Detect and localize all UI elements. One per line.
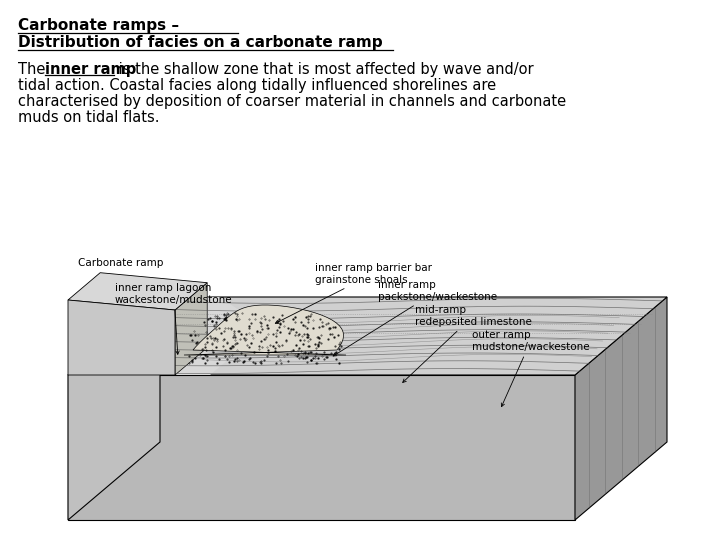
Text: tidal action. Coastal facies along tidally influenced shorelines are: tidal action. Coastal facies along tidal… <box>18 78 496 93</box>
Text: mid-ramp
redeposited limestone: mid-ramp redeposited limestone <box>402 305 532 382</box>
Text: characterised by deposition of coarser material in channels and carbonate: characterised by deposition of coarser m… <box>18 94 566 109</box>
Polygon shape <box>175 283 207 375</box>
Polygon shape <box>68 297 160 520</box>
Text: Distribution of facies on a carbonate ramp: Distribution of facies on a carbonate ra… <box>18 35 382 50</box>
Polygon shape <box>575 297 667 520</box>
Polygon shape <box>68 375 575 520</box>
Text: outer ramp
mudstone/wackestone: outer ramp mudstone/wackestone <box>472 330 590 407</box>
Text: Carbonate ramp: Carbonate ramp <box>78 258 163 268</box>
Text: inner ramp: inner ramp <box>45 62 136 77</box>
Text: is the shallow zone that is most affected by wave and/or: is the shallow zone that is most affecte… <box>114 62 534 77</box>
Text: Carbonate ramps –: Carbonate ramps – <box>18 18 179 33</box>
Polygon shape <box>68 300 175 375</box>
Polygon shape <box>68 273 207 310</box>
Text: inner ramp lagoon
wackestone/mudstone: inner ramp lagoon wackestone/mudstone <box>115 283 233 354</box>
Polygon shape <box>68 297 265 375</box>
Polygon shape <box>68 297 667 375</box>
Text: inner ramp
packstone/wackestone: inner ramp packstone/wackestone <box>333 280 497 356</box>
Text: muds on tidal flats.: muds on tidal flats. <box>18 110 160 125</box>
Text: The: The <box>18 62 50 77</box>
Polygon shape <box>184 305 346 355</box>
Text: inner ramp barrier bar
grainstone shoals: inner ramp barrier bar grainstone shoals <box>275 263 432 323</box>
